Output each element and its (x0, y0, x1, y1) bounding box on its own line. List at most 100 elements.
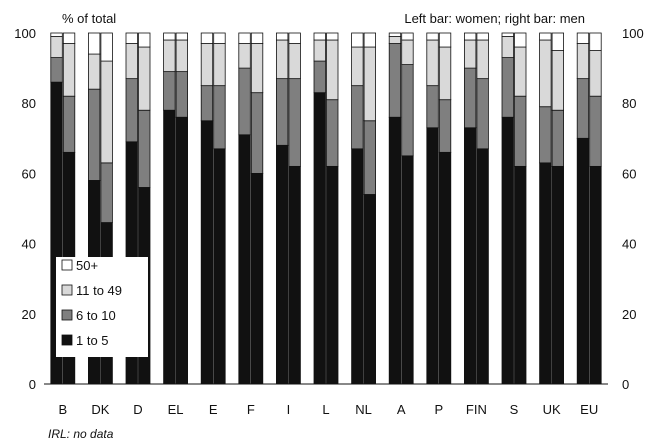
bar-segment (363, 194, 377, 385)
bar-segment (363, 32, 377, 48)
bar-segment (501, 57, 514, 118)
bar-segment (551, 50, 564, 111)
bar-segment (351, 46, 364, 87)
bar-segment (426, 127, 439, 385)
bar-segment (138, 46, 151, 111)
bar-segment (163, 32, 176, 41)
bar-segment (62, 43, 76, 97)
bar-segment (438, 32, 452, 48)
bar-segment (388, 32, 402, 37)
bar-segment (438, 99, 452, 153)
y-axis-label: % of total (62, 11, 116, 26)
bar-segment (401, 32, 414, 41)
bar-segment (576, 43, 590, 80)
bar-segment (589, 165, 602, 385)
bar-segment (200, 32, 214, 44)
legend-swatch (61, 259, 73, 271)
x-tick-label: S (510, 402, 519, 417)
bar-segment (213, 148, 226, 385)
bar-segment (401, 39, 414, 65)
bar-segment (62, 95, 76, 153)
bar-segment (100, 32, 113, 62)
legend-swatch (61, 284, 73, 296)
bar-segment (438, 46, 452, 101)
bar-segment (539, 32, 552, 41)
legend-label: 1 to 5 (76, 333, 109, 348)
legend-swatch (61, 334, 73, 346)
bar-segment (250, 92, 264, 174)
legend-swatch (61, 309, 73, 321)
bar-segment (514, 165, 527, 385)
bar-segment (88, 32, 101, 55)
bar-segment (539, 39, 552, 108)
bar-segment (551, 109, 564, 167)
bar-segment (50, 32, 63, 37)
bar-segment (514, 46, 527, 97)
x-tick-label: F (247, 402, 255, 417)
bar-segment (275, 144, 289, 385)
pairing-note: Left bar: women; right bar: men (404, 11, 585, 26)
bar-segment (288, 78, 301, 167)
footnote: IRL: no data (48, 427, 114, 441)
bar-segment (476, 78, 489, 150)
bar-segment (476, 148, 489, 385)
x-tick-label: DK (91, 402, 109, 417)
bar-segment (401, 155, 414, 385)
bar-segment (288, 32, 301, 44)
bar-segment (463, 127, 477, 385)
y-tick-label-left: 20 (22, 307, 36, 322)
bar-segment (200, 85, 214, 122)
bar-segment (238, 43, 251, 69)
bar-segment (238, 134, 251, 385)
bar-segment (351, 148, 364, 385)
bar-segment (326, 99, 339, 167)
bar-segment (250, 172, 264, 385)
y-tick-label-right: 80 (622, 96, 636, 111)
bar-segment (138, 109, 151, 188)
bar-segment (125, 43, 138, 80)
bar-segment (589, 95, 602, 167)
bar-segment (426, 32, 439, 41)
legend: 50+ 11 to 49 6 to 10 1 to 5 (56, 257, 148, 357)
bar-segment (50, 57, 63, 83)
bar-segment (238, 67, 251, 136)
legend-label: 11 to 49 (76, 283, 122, 298)
y-tick-label-left: 0 (29, 377, 36, 392)
y-tick-label-left: 60 (22, 166, 36, 181)
bar-segment (514, 32, 527, 48)
x-tick-label: I (287, 402, 291, 417)
bar-segment (200, 43, 214, 87)
bar-segment (138, 32, 151, 48)
bar-segment (501, 36, 514, 58)
bar-segment (275, 39, 289, 80)
y-tick-label-right: 20 (622, 307, 636, 322)
bar-segment (476, 39, 489, 80)
bar-segment (363, 120, 377, 195)
bar-segment (125, 32, 138, 44)
bar-segment (326, 39, 339, 101)
bar-segment (213, 32, 226, 44)
x-tick-label: UK (543, 402, 561, 417)
x-tick-label: A (397, 402, 406, 417)
bar-segment (62, 32, 76, 44)
bar-segment (238, 32, 251, 44)
bar-segment (351, 85, 364, 150)
axes-layer: B DK D EL E F I L NL A P FIN S UK EU 0 0 20 20 40 40 60 60 80 80… (14, 26, 643, 417)
bar-segment (426, 39, 439, 87)
x-tick-label: E (209, 402, 218, 417)
bar-segment (576, 32, 590, 44)
y-tick-label-right: 40 (622, 237, 636, 252)
bar-segment (163, 71, 176, 111)
bar-segment (589, 32, 602, 51)
bar-segment (50, 36, 63, 58)
y-tick-label-right: 100 (622, 26, 644, 41)
legend-label: 50+ (76, 258, 98, 273)
x-tick-label: P (434, 402, 443, 417)
bar-segment (163, 39, 176, 73)
bar-segment (589, 50, 602, 97)
bar-segment (175, 71, 189, 118)
bar-segment (438, 151, 452, 385)
x-tick-label: FIN (466, 402, 487, 417)
bar-segment (250, 32, 264, 44)
